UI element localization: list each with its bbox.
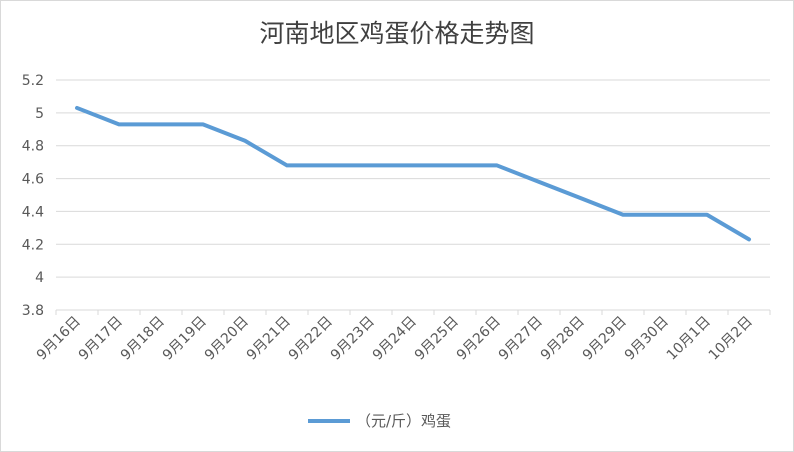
x-tick-label: 9月17日 (76, 314, 126, 364)
y-tick-label: 4.4 (22, 204, 44, 220)
data-point (159, 122, 163, 126)
data-point (663, 213, 667, 217)
y-tick-label: 4.8 (22, 139, 44, 155)
x-tick-label: 10月2日 (706, 314, 756, 364)
data-point (537, 180, 541, 184)
y-tick-label: 4 (35, 270, 44, 286)
series-line (75, 105, 751, 242)
data-point (621, 213, 625, 217)
x-tick-label: 9月29日 (580, 314, 630, 364)
x-tick-label: 9月30日 (622, 314, 672, 364)
x-tick-label: 10月1日 (664, 314, 714, 364)
legend[interactable]: （元/斤）鸡蛋 (308, 412, 451, 430)
data-point (117, 122, 121, 126)
data-point (705, 213, 709, 217)
data-point (579, 196, 583, 200)
x-tick-label: 9月27日 (496, 314, 546, 364)
x-tick-label: 9月24日 (370, 314, 420, 364)
legend-label: （元/斤）鸡蛋 (356, 412, 451, 430)
x-tick-label: 9月19日 (160, 314, 210, 364)
data-point (369, 163, 373, 167)
x-tick-label: 9月21日 (244, 314, 294, 364)
y-tick-label: 3.8 (22, 303, 44, 319)
data-point (285, 163, 289, 167)
x-tick-label: 9月26日 (454, 314, 504, 364)
y-axis-ticks: 3.8 4 4.2 4.4 4.6 4.8 5 5.2 (22, 73, 44, 319)
x-tick-label: 9月25日 (412, 314, 462, 364)
x-axis (55, 309, 771, 315)
data-point (201, 122, 205, 126)
x-axis-ticks: 9月16日9月17日9月18日9月19日9月20日9月21日9月22日9月23日… (34, 314, 756, 364)
x-tick-label: 9月20日 (202, 314, 252, 364)
data-point (453, 163, 457, 167)
x-tick-label: 9月23日 (328, 314, 378, 364)
data-point (411, 163, 415, 167)
series-lines (75, 105, 751, 242)
x-tick-label: 9月28日 (538, 314, 588, 364)
data-point (243, 139, 247, 143)
data-point (75, 106, 79, 110)
y-tick-label: 4.2 (22, 237, 44, 253)
x-tick-label: 9月18日 (118, 314, 168, 364)
gridlines (56, 79, 770, 311)
x-tick-label: 9月16日 (34, 314, 84, 364)
y-tick-label: 4.6 (22, 172, 44, 188)
y-tick-label: 5 (35, 106, 44, 122)
data-point (327, 163, 331, 167)
data-point (495, 163, 499, 167)
chart-title: 河南地区鸡蛋价格走势图 (259, 19, 535, 48)
y-tick-label: 5.2 (22, 73, 44, 89)
x-tick-label: 9月22日 (286, 314, 336, 364)
data-point (747, 237, 751, 241)
